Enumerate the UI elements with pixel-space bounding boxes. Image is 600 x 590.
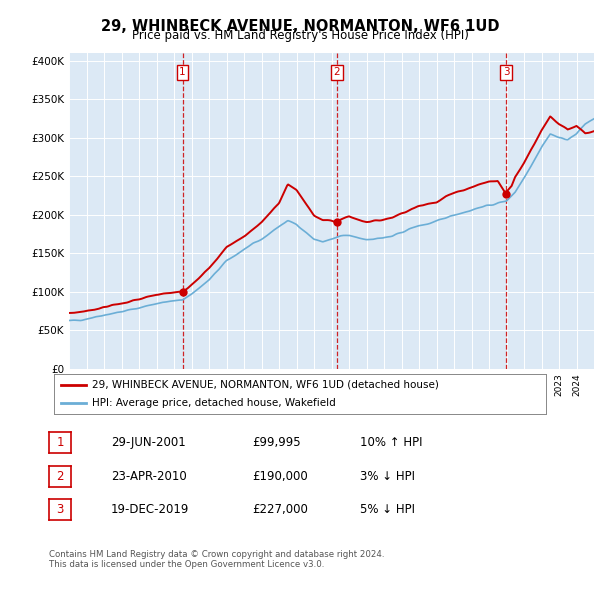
Text: 3% ↓ HPI: 3% ↓ HPI <box>360 470 415 483</box>
Text: 2: 2 <box>56 470 64 483</box>
Text: 23-APR-2010: 23-APR-2010 <box>111 470 187 483</box>
Text: 1: 1 <box>179 67 186 77</box>
Text: 29, WHINBECK AVENUE, NORMANTON, WF6 1UD: 29, WHINBECK AVENUE, NORMANTON, WF6 1UD <box>101 19 499 34</box>
Text: £99,995: £99,995 <box>252 436 301 449</box>
Text: 3: 3 <box>56 503 64 516</box>
Text: 10% ↑ HPI: 10% ↑ HPI <box>360 436 422 449</box>
Text: 29-JUN-2001: 29-JUN-2001 <box>111 436 186 449</box>
Text: 5% ↓ HPI: 5% ↓ HPI <box>360 503 415 516</box>
Text: £227,000: £227,000 <box>252 503 308 516</box>
Text: 29, WHINBECK AVENUE, NORMANTON, WF6 1UD (detached house): 29, WHINBECK AVENUE, NORMANTON, WF6 1UD … <box>92 380 439 390</box>
Text: HPI: Average price, detached house, Wakefield: HPI: Average price, detached house, Wake… <box>92 398 336 408</box>
Text: Contains HM Land Registry data © Crown copyright and database right 2024.
This d: Contains HM Land Registry data © Crown c… <box>49 550 385 569</box>
Text: 1: 1 <box>56 436 64 449</box>
Text: Price paid vs. HM Land Registry's House Price Index (HPI): Price paid vs. HM Land Registry's House … <box>131 30 469 42</box>
Text: 19-DEC-2019: 19-DEC-2019 <box>111 503 190 516</box>
Text: 2: 2 <box>334 67 340 77</box>
Text: 3: 3 <box>503 67 509 77</box>
Text: £190,000: £190,000 <box>252 470 308 483</box>
